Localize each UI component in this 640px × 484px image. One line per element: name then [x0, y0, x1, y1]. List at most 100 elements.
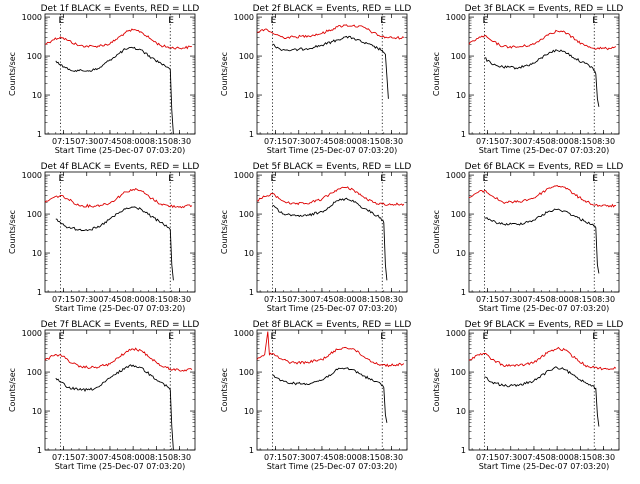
x-tick-label: 07:30 — [499, 453, 522, 462]
event-marker-label: E — [270, 16, 276, 26]
y-tick-label: 10 — [244, 91, 254, 100]
x-tick-label: 07:30 — [287, 137, 310, 146]
panel-det-1: Det 1f BLACK = Events, RED = LLD 1 10 100 10… — [8, 4, 199, 155]
x-tick-label: 08:00 — [334, 137, 357, 146]
y-axis-label: Counts/sec — [8, 52, 17, 96]
events-rate-line — [272, 35, 389, 99]
plot-frame — [468, 13, 620, 135]
y-axis-label: Counts/sec — [220, 210, 229, 254]
y-axis-label: Counts/sec — [432, 52, 441, 96]
y-axis-label: Counts/sec — [432, 210, 441, 254]
lld-rate-line — [256, 331, 405, 368]
panel-det-4: Det 4f BLACK = Events, RED = LLD 1 10 100 10… — [8, 162, 199, 313]
event-marker-label: E — [270, 332, 276, 342]
y-axis-label: Counts/sec — [220, 52, 229, 96]
x-tick-label: 08:15 — [145, 137, 168, 146]
x-axis-label: Start Time (25-Dec-07 07:03:20) — [267, 146, 398, 155]
y-tick-label: 100 — [27, 368, 42, 377]
event-marker-label: E — [58, 174, 64, 184]
y-tick-label: 1 — [37, 446, 42, 455]
x-tick-label: 07:30 — [75, 295, 98, 304]
lld-rate-line — [468, 184, 616, 208]
plot-frame — [256, 13, 408, 135]
panel-title: Det 3f BLACK = Events, RED = LLD — [465, 4, 624, 14]
lld-rate-line — [44, 347, 193, 372]
panel-det-2: Det 2f BLACK = Events, RED = LLD 1 10 100 10… — [220, 4, 411, 155]
y-axis-label: Counts/sec — [8, 368, 17, 412]
x-tick-label: 07:15 — [52, 137, 75, 146]
y-tick-label: 10 — [456, 249, 466, 258]
x-tick-label: 07:15 — [52, 295, 75, 304]
x-tick-label: 07:45 — [98, 137, 121, 146]
lld-rate-line — [44, 28, 192, 50]
y-tick-label: 100 — [239, 368, 254, 377]
y-tick-label: 100 — [27, 52, 42, 61]
y-tick-label: 1000 — [22, 13, 42, 22]
x-tick-label: 08:00 — [546, 453, 569, 462]
x-tick-label: 07:45 — [98, 453, 121, 462]
x-tick-label: 08:30 — [592, 453, 615, 462]
x-tick-label: 08:15 — [357, 295, 380, 304]
event-marker-label: E — [380, 174, 386, 184]
event-marker-label: E — [592, 16, 598, 26]
x-axis-label: Start Time (25-Dec-07 07:03:20) — [267, 462, 398, 471]
panel-title: Det 8f BLACK = Events, RED = LLD — [253, 320, 412, 330]
plot-frame — [44, 329, 196, 451]
y-tick-label: 10 — [456, 91, 466, 100]
x-tick-label: 08:15 — [569, 295, 592, 304]
panel-det-7: Det 7f BLACK = Events, RED = LLD 1 10 100 10… — [8, 320, 199, 471]
panel-title: Det 5f BLACK = Events, RED = LLD — [253, 162, 412, 172]
lld-rate-line — [256, 186, 405, 206]
x-tick-label: 07:45 — [98, 295, 121, 304]
event-marker-label: E — [482, 174, 488, 184]
y-axis-label: Counts/sec — [432, 368, 441, 412]
events-rate-line — [272, 367, 388, 423]
x-tick-label: 07:15 — [264, 453, 287, 462]
y-tick-label: 1 — [37, 288, 42, 297]
x-axis-label: Start Time (25-Dec-07 07:03:20) — [55, 462, 186, 471]
y-tick-label: 1 — [37, 130, 42, 139]
y-tick-label: 1000 — [446, 171, 466, 180]
x-tick-label: 08:30 — [592, 137, 615, 146]
panel-det-3: Det 3f BLACK = Events, RED = LLD 1 10 100 10… — [432, 4, 623, 155]
x-axis-label: Start Time (25-Dec-07 07:03:20) — [267, 304, 398, 313]
event-marker-label: E — [380, 16, 386, 26]
x-tick-label: 07:15 — [476, 295, 499, 304]
panel-det-8: Det 8f BLACK = Events, RED = LLD 1 10 100 10… — [220, 320, 411, 471]
panel-title: Det 4f BLACK = Events, RED = LLD — [41, 162, 200, 172]
x-tick-label: 07:15 — [264, 295, 287, 304]
x-tick-label: 07:30 — [75, 137, 98, 146]
x-axis-label: Start Time (25-Dec-07 07:03:20) — [479, 304, 610, 313]
event-marker-label: E — [482, 332, 488, 342]
panel-title: Det 2f BLACK = Events, RED = LLD — [253, 4, 412, 14]
panel-title: Det 6f BLACK = Events, RED = LLD — [465, 162, 624, 172]
y-axis-label: Counts/sec — [220, 368, 229, 412]
lld-rate-line — [468, 29, 617, 51]
y-tick-label: 1 — [249, 288, 254, 297]
y-axis-label: Counts/sec — [8, 210, 17, 254]
x-tick-label: 08:00 — [546, 137, 569, 146]
x-tick-label: 08:30 — [592, 295, 615, 304]
y-tick-label: 10 — [244, 249, 254, 258]
y-tick-label: 10 — [32, 91, 42, 100]
y-tick-label: 1 — [249, 130, 254, 139]
panel-det-5: Det 5f BLACK = Events, RED = LLD 1 10 100 10… — [220, 162, 411, 313]
event-marker-label: E — [168, 174, 174, 184]
events-rate-line — [55, 46, 174, 135]
x-tick-label: 08:00 — [122, 295, 145, 304]
event-marker-label: E — [592, 332, 598, 342]
y-tick-label: 1000 — [446, 13, 466, 22]
x-tick-label: 08:15 — [569, 453, 592, 462]
y-tick-label: 1000 — [446, 329, 466, 338]
x-axis-label: Start Time (25-Dec-07 07:03:20) — [55, 304, 186, 313]
event-marker-label: E — [270, 174, 276, 184]
x-tick-label: 07:45 — [310, 295, 333, 304]
events-rate-line — [272, 197, 388, 281]
x-axis-label: Start Time (25-Dec-07 07:03:20) — [55, 146, 186, 155]
x-tick-label: 07:15 — [476, 137, 499, 146]
y-tick-label: 1000 — [234, 171, 254, 180]
events-rate-line — [484, 366, 600, 427]
y-tick-label: 100 — [451, 210, 466, 219]
panel-det-9: Det 9f BLACK = Events, RED = LLD 1 10 100 10… — [432, 320, 623, 471]
y-tick-label: 10 — [244, 407, 254, 416]
